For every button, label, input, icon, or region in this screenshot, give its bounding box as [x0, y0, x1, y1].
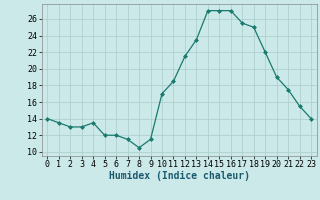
X-axis label: Humidex (Indice chaleur): Humidex (Indice chaleur): [109, 171, 250, 181]
